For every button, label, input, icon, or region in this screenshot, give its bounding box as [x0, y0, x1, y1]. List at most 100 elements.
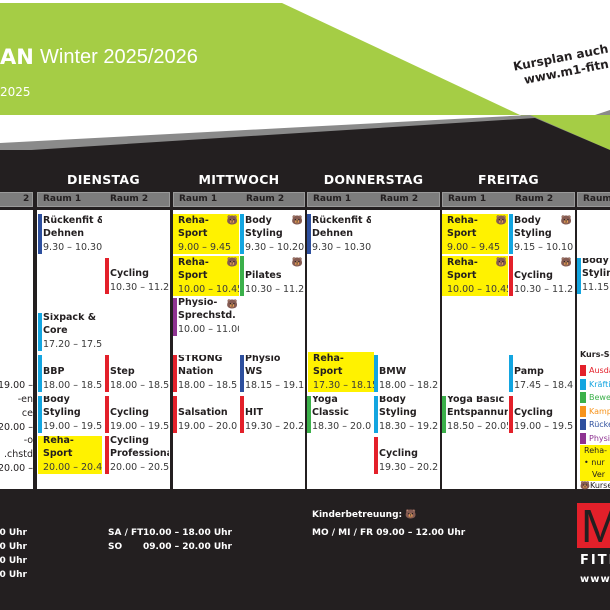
course-time: 10.30 – 11.20	[245, 283, 304, 295]
course-donnerstag-room1[interactable]: Reha- Sport 17.30 – 18.15	[308, 352, 374, 392]
montag-fragment: o-	[23, 435, 33, 446]
legend-label: Kamp	[589, 406, 610, 416]
legend-label: Bewe	[589, 393, 610, 403]
course-time: 10.00 – 10.45	[447, 283, 508, 295]
category-bar	[240, 396, 244, 433]
course-dienstag-room1[interactable]: BBP 18.00 – 18.50	[38, 355, 102, 392]
course-name: Physio-	[178, 298, 218, 308]
column-montag	[0, 210, 33, 489]
course-name: Dehnen	[312, 228, 354, 239]
course-donnerstag-room1[interactable]: Yoga Classic 18.30 – 20.00	[307, 396, 371, 433]
course-name: Entspannung	[447, 407, 508, 418]
course-freitag-room2[interactable]: Body Styling 9.15 – 10.10 🐻	[509, 214, 573, 254]
bear-icon: 🐻	[560, 258, 572, 268]
legend-item: Physi	[580, 432, 610, 446]
course-time: 20.00 – 20.45	[43, 461, 102, 473]
course-samstag-room1[interactable]: Body Styling 11.15 –	[577, 258, 610, 294]
category-bar	[240, 256, 244, 296]
course-name: Dehnen	[43, 228, 85, 239]
hours-fragment: 30 Uhr	[0, 528, 27, 538]
category-bar	[38, 313, 42, 351]
course-time: 18.00 – 18.50	[178, 379, 237, 391]
category-bar	[240, 214, 244, 254]
course-name: Styling	[379, 407, 417, 418]
category-bar	[105, 436, 109, 474]
course-name: Sprechstd.	[178, 310, 236, 321]
course-freitag-room1[interactable]: Reha- Sport 9.00 – 9.45 🐻	[442, 214, 508, 254]
course-name: Body	[379, 396, 406, 405]
course-freitag-room1[interactable]: Reha- Sport 10.00 – 10.45 🐻	[442, 256, 508, 296]
hours-fragment: 00 Uhr	[0, 570, 27, 580]
course-name: Body	[245, 214, 272, 226]
course-time: 9.30 – 10.30	[43, 241, 102, 253]
course-name: Reha-	[178, 256, 209, 268]
course-freitag-room2[interactable]: Cycling 19.00 – 19.50	[509, 396, 573, 433]
bear-icon: 🐻	[560, 216, 572, 226]
bear-icon: 🐻	[580, 481, 590, 490]
course-name: Yoga	[312, 396, 338, 405]
course-time: 9.00 – 9.45	[178, 241, 232, 253]
course-time: 19.00 – 19.50	[110, 420, 169, 432]
legend-item: Bewe	[580, 391, 610, 405]
column-donnerstag	[307, 210, 440, 489]
category-bar	[38, 214, 42, 254]
kids-care-title: Kinderbetreuung: 🐻	[312, 510, 417, 520]
course-name: Pamp	[514, 366, 544, 377]
course-name: Professional	[110, 448, 169, 459]
course-name: Salsation	[178, 407, 228, 418]
course-dienstag-room2[interactable]: Cycling Professional 20.00 – 20.50	[105, 436, 169, 474]
course-donnerstag-room2[interactable]: BMW 18.00 – 18.20	[374, 355, 438, 392]
course-mittwoch-room2[interactable]: Body Styling 9.30 – 10.20 🐻	[240, 214, 304, 254]
course-dienstag-room1[interactable]: Body Styling 19.00 – 19.50	[38, 396, 102, 433]
course-time: 19.00 – 19.50	[514, 420, 573, 432]
course-mittwoch-room1[interactable]: Reha- Sport 10.00 – 10.45 🐻	[173, 256, 239, 296]
course-donnerstag-room1[interactable]: Rückenfit & Dehnen 9.30 – 10.30	[307, 214, 371, 254]
course-donnerstag-room2[interactable]: Cycling 19.30 – 20.20	[374, 437, 438, 474]
room-header-mittwoch: Raum 1 Raum 2	[173, 192, 305, 207]
course-dienstag-room1[interactable]: Reha- Sport 20.00 – 20.45	[38, 436, 102, 474]
bear-icon: 🐻	[405, 510, 417, 520]
course-name: Classic	[312, 407, 349, 418]
course-dienstag-room2[interactable]: Step 18.00 – 18.50	[105, 355, 169, 392]
category-bar	[173, 396, 177, 433]
category-bar	[105, 396, 109, 433]
course-mittwoch-room2[interactable]: HIT 19.30 – 20.25	[240, 396, 304, 433]
course-mittwoch-room1[interactable]: Salsation 19.00 – 20.00	[173, 396, 237, 433]
day-mittwoch: MITTWOCH	[198, 172, 280, 187]
course-freitag-room1[interactable]: Yoga Basic & Entspannung 18.50 – 20.05	[442, 396, 508, 433]
course-donnerstag-room2[interactable]: Body Styling 18.30 – 19.20	[374, 396, 438, 433]
course-time: 18.30 – 19.20	[379, 420, 438, 432]
montag-fragment: – 20.00	[0, 463, 33, 474]
course-mittwoch-room2[interactable]: Pilates 10.30 – 11.20 🐻	[240, 256, 304, 296]
course-dienstag-room1[interactable]: Sixpack & Core 17.20 – 17.50	[38, 313, 102, 351]
legend-swatch	[580, 365, 586, 377]
course-freitag-room2[interactable]: Cycling 10.30 – 11.20 🐻	[509, 256, 573, 296]
course-name: Physio	[245, 355, 281, 364]
day-donnerstag: DONNERSTAG	[323, 172, 424, 187]
legend-swatch	[580, 432, 586, 444]
kids-care-hours: MO / MI / FR 09.00 – 12.00 Uhr	[312, 528, 466, 538]
legend-reha-line: Ver	[592, 470, 606, 479]
course-dienstag-room2[interactable]: Cycling 19.00 – 19.50	[105, 396, 169, 433]
room-header-donnerstag: Raum 1 Raum 2	[307, 192, 440, 207]
course-dienstag-room1[interactable]: Rückenfit & Dehnen 9.30 – 10.30	[38, 214, 102, 254]
course-name: Styling	[245, 228, 283, 239]
category-bar	[374, 396, 378, 433]
date-fragment: 2025	[0, 85, 31, 99]
course-dienstag-room2[interactable]: Cycling 10.30 – 11.20	[105, 258, 169, 294]
legend-title: Kurs-Se	[580, 350, 610, 359]
room-header-montag: 2	[0, 192, 33, 207]
course-mittwoch-room1[interactable]: STRONG Nation 18.00 – 18.50	[173, 355, 237, 392]
course-mittwoch-room1[interactable]: Reha- Sport 9.00 – 9.45 🐻	[173, 214, 239, 254]
course-mittwoch-room1[interactable]: Physio- Sprechstd. 10.00 – 11.00 🐻	[173, 298, 239, 336]
course-time: 18.15 – 19.10	[245, 379, 304, 391]
course-name: Cycling	[110, 268, 149, 279]
course-name: Sport	[447, 270, 477, 281]
legend-swatch	[580, 405, 586, 417]
course-name: Body	[43, 396, 70, 405]
course-name: Styling	[514, 228, 552, 239]
legend-item: Kamp	[580, 405, 610, 419]
course-time: 10.30 – 11.20	[110, 281, 169, 293]
course-freitag-room2[interactable]: Pamp 17.45 – 18.40	[509, 355, 573, 392]
course-mittwoch-room2[interactable]: Physio WS 18.15 – 19.10	[240, 355, 304, 392]
